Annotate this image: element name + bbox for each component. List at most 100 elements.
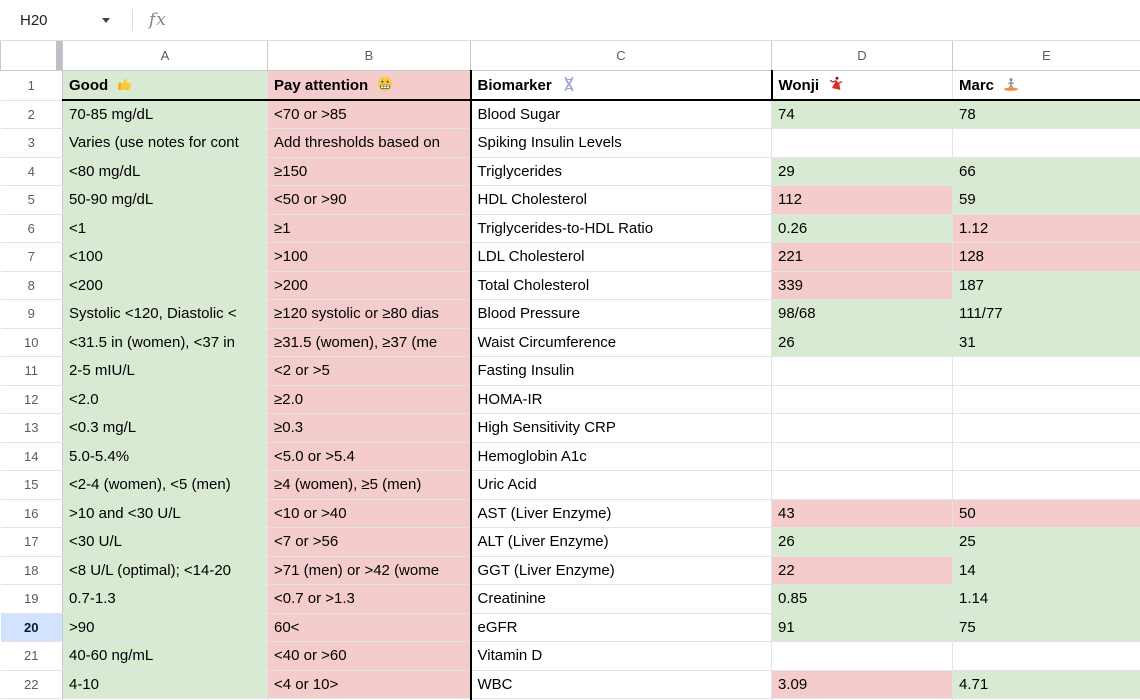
row-header[interactable]: 10	[0, 328, 63, 357]
row-header[interactable]: 11	[0, 356, 63, 386]
cell-biomarker[interactable]: GGT (Liver Enzyme)	[470, 555, 772, 585]
row-header[interactable]: 20	[0, 613, 63, 642]
column-header-b[interactable]: B	[267, 41, 471, 71]
cell-good[interactable]: <200	[62, 270, 268, 300]
cell-biomarker[interactable]: Total Cholesterol	[470, 270, 772, 300]
cell-biomarker[interactable]: Triglycerides	[470, 156, 772, 186]
cell-good[interactable]: 40-60 ng/mL	[62, 641, 268, 671]
name-box-dropdown-icon[interactable]	[102, 17, 110, 23]
cell-wonji[interactable]: 0.85	[771, 584, 953, 614]
cell-attention[interactable]: >71 (men) or >42 (wome	[267, 555, 472, 585]
cell-attention[interactable]: <40 or >60	[267, 641, 472, 671]
cell-wonji[interactable]	[771, 128, 953, 158]
cell-wonji[interactable]: 221	[771, 242, 953, 272]
cell-biomarker[interactable]: High Sensitivity CRP	[470, 413, 772, 443]
cell-biomarker[interactable]: LDL Cholesterol	[470, 242, 772, 272]
cell-attention[interactable]: >200	[267, 270, 472, 300]
row-header[interactable]: 5	[0, 185, 63, 215]
cell-attention[interactable]: ≥0.3	[267, 413, 472, 443]
column-header-a[interactable]: A	[62, 41, 268, 71]
row-header[interactable]: 16	[0, 499, 63, 528]
cell-biomarker-header[interactable]: Biomarker	[470, 69, 773, 101]
cell-attention[interactable]	[267, 698, 472, 700]
cell-wonji[interactable]: 339	[771, 270, 953, 300]
cell-marc[interactable]	[952, 384, 1140, 414]
cell-marc[interactable]: 1.12	[952, 213, 1140, 243]
cell-good[interactable]: >90	[62, 612, 268, 642]
column-header-c[interactable]: C	[470, 41, 772, 71]
cell-good[interactable]: 2-5 mIU/L	[62, 356, 268, 386]
row-header[interactable]: 9	[0, 299, 63, 329]
cell-marc[interactable]	[952, 356, 1140, 386]
cell-wonji[interactable]: 26	[771, 327, 953, 357]
cell-marc[interactable]	[952, 470, 1140, 500]
cell-good[interactable]: <8 U/L (optimal); <14-20	[62, 555, 268, 585]
cell-attention[interactable]: Add thresholds based on	[267, 128, 472, 158]
cell-attention[interactable]: ≥2.0	[267, 384, 472, 414]
cell-biomarker[interactable]: Vitamin D	[470, 641, 772, 671]
cell-marc[interactable]: 75	[952, 612, 1140, 642]
cell-attention[interactable]: <50 or >90	[267, 185, 472, 215]
cell-biomarker[interactable]: WBC	[470, 669, 772, 699]
row-header[interactable]: 2	[0, 100, 63, 129]
cell-attention[interactable]: <2 or >5	[267, 356, 472, 386]
cell-biomarker[interactable]: HDL Cholesterol	[470, 185, 772, 215]
cell-wonji[interactable]: 43	[771, 498, 953, 528]
cell-wonji[interactable]	[771, 413, 953, 443]
cell-wonji[interactable]: 3.09	[771, 669, 953, 699]
cell-attention[interactable]: <7 or >56	[267, 527, 472, 557]
cell-wonji[interactable]	[771, 356, 953, 386]
cell-marc[interactable]: 59	[952, 185, 1140, 215]
cell-marc-header[interactable]: Marc	[952, 69, 1140, 101]
cell-biomarker[interactable]: Fasting Insulin	[470, 356, 772, 386]
cell-wonji[interactable]: 29	[771, 156, 953, 186]
row-header[interactable]: 17	[0, 527, 63, 557]
row-header[interactable]: 12	[0, 385, 63, 414]
cell-marc[interactable]	[952, 641, 1140, 671]
cell-marc[interactable]: 4.71	[952, 669, 1140, 699]
cell-marc[interactable]: 14	[952, 555, 1140, 585]
cell-attention[interactable]: ≥4 (women), ≥5 (men)	[267, 470, 472, 500]
cell-biomarker[interactable]: eGFR	[470, 612, 772, 642]
cell-attention[interactable]: ≥31.5 (women), ≥37 (me	[267, 327, 472, 357]
row-header[interactable]: 8	[0, 271, 63, 300]
cell-good[interactable]: <2.0	[62, 384, 268, 414]
cell-good[interactable]: <0.3 mg/L	[62, 413, 268, 443]
cell-wonji[interactable]: 26	[771, 527, 953, 557]
cell-biomarker[interactable]: Blood Sugar	[470, 99, 772, 129]
cell-attention[interactable]: ≥150	[267, 156, 472, 186]
cell-marc[interactable]: 128	[952, 242, 1140, 272]
cell-marc[interactable]: 187	[952, 270, 1140, 300]
cell-good[interactable]: Systolic <120, Diastolic <	[62, 299, 268, 329]
cell-good[interactable]: 0.7-1.3	[62, 584, 268, 614]
cell-good[interactable]: 4-10	[62, 669, 268, 699]
cell-marc[interactable]: 78	[952, 99, 1140, 129]
row-header[interactable]: 13	[0, 413, 63, 443]
cell-good[interactable]: <1	[62, 213, 268, 243]
cell-marc[interactable]	[952, 441, 1140, 471]
cell-wonji[interactable]	[771, 384, 953, 414]
cell-good[interactable]: <30 U/L	[62, 527, 268, 557]
cell-attention[interactable]: <5.0 or >5.4	[267, 441, 472, 471]
cell-wonji[interactable]	[771, 470, 953, 500]
row-header[interactable]: 4	[0, 157, 63, 186]
cell-good[interactable]: Varies (use notes for cont	[62, 128, 268, 158]
cell-biomarker[interactable]: Triglycerides-to-HDL Ratio	[470, 213, 772, 243]
cell-attention[interactable]: <70 or >85	[267, 99, 472, 129]
row-header[interactable]: 6	[0, 214, 63, 243]
cell-biomarker[interactable]: Uric Acid	[470, 470, 772, 500]
cell-wonji[interactable]	[771, 641, 953, 671]
row-header[interactable]: 19	[0, 584, 63, 614]
cell-attention[interactable]: <10 or >40	[267, 498, 472, 528]
cell-attention[interactable]: <4 or 10>	[267, 669, 472, 699]
cell-biomarker[interactable]: Blood Pressure	[470, 299, 772, 329]
cell-wonji[interactable]: 74	[771, 99, 953, 129]
cell-marc[interactable]	[952, 128, 1140, 158]
cell-wonji[interactable]: 91	[771, 612, 953, 642]
cell-attention[interactable]: ≥120 systolic or ≥80 dias	[267, 299, 472, 329]
row-header[interactable]: 18	[0, 556, 63, 585]
cell-attention[interactable]: ≥1	[267, 213, 472, 243]
cell-good[interactable]: <80 mg/dL	[62, 156, 268, 186]
cell-marc[interactable]: 25	[952, 527, 1140, 557]
cell-attention[interactable]: 60<	[267, 612, 472, 642]
